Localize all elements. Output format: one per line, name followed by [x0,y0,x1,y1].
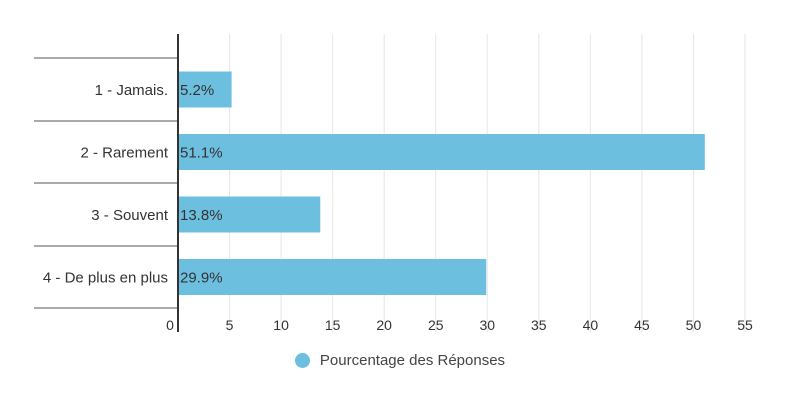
x-tick-label: 50 [686,317,702,333]
x-tick-label: 5 [226,317,234,333]
category-label: 3 - Souvent [91,207,169,224]
data-label: 13.8% [180,207,223,224]
category-label: 2 - Rarement [80,145,168,162]
x-tick-label: 15 [325,317,341,333]
x-tick-label: 0 [166,317,174,333]
x-tick-label: 45 [634,317,650,333]
x-tick-label: 55 [737,317,753,333]
bar [178,196,321,233]
bar [178,134,705,170]
x-tick-label: 35 [531,317,547,333]
legend-label: Pourcentage des Réponses [319,352,506,369]
x-tick-label: 25 [428,317,444,333]
legend-swatch [294,353,310,368]
bar [178,259,487,295]
category-label: 1 - Jamais. [95,82,168,99]
data-label: 29.9% [180,270,223,287]
category-label: 4 - De plus en plus [43,270,168,287]
x-tick-label: 40 [583,317,599,333]
bar [178,71,232,108]
data-label: 51.1% [180,145,223,162]
x-tick-label: 20 [376,317,392,333]
x-tick-label: 30 [479,317,495,333]
legend: Pourcentage des Réponses [0,352,800,369]
x-tick-label: 10 [273,317,289,333]
data-label: 5.2% [180,82,214,99]
